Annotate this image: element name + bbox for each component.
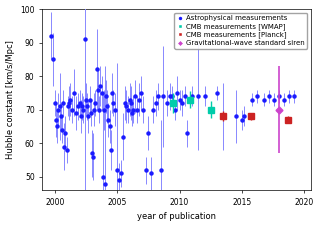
Y-axis label: Hubble constant [km/s/Mpc]: Hubble constant [km/s/Mpc]	[5, 40, 14, 159]
X-axis label: year of publication: year of publication	[137, 212, 216, 222]
Legend: Astrophysical measurements, CMB measurements [WMAP], CMB measurements [Planck], : Astrophysical measurements, CMB measurem…	[174, 12, 307, 49]
